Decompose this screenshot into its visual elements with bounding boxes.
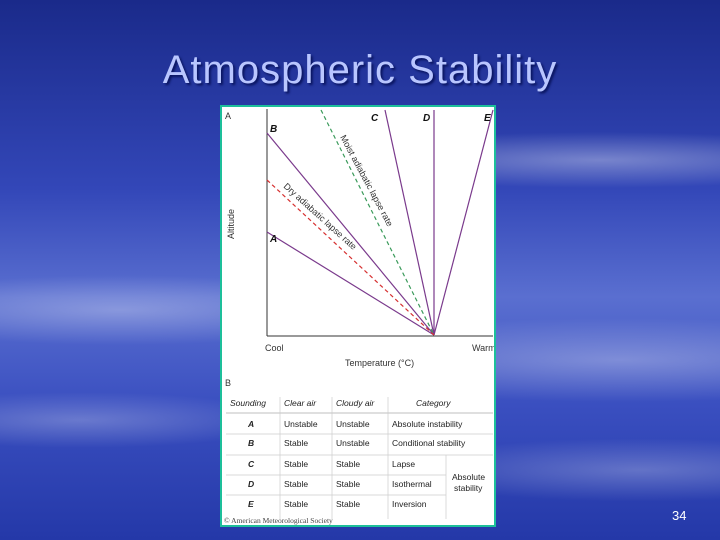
line-label-a: A bbox=[269, 234, 277, 245]
page-number: 34 bbox=[672, 508, 687, 523]
sounding-line-e bbox=[433, 109, 494, 336]
table-row-c-cloudy: Stable bbox=[336, 459, 360, 469]
table-row-e-cloudy: Stable bbox=[336, 499, 360, 509]
table-row-c-sounding: C bbox=[248, 459, 255, 469]
table-row-d-sounding: D bbox=[248, 479, 254, 489]
table-header-clear: Clear air bbox=[284, 398, 317, 408]
table-row-a-clear: Unstable bbox=[284, 419, 318, 429]
dry-adiabat-label: Dry adiabatic lapse rate bbox=[282, 181, 359, 252]
table-row-e-category: Inversion bbox=[392, 499, 427, 509]
stability-table: Sounding Clear air Cloudy air Category A… bbox=[226, 397, 493, 519]
line-label-d: D bbox=[423, 113, 430, 124]
dry-adiabat-line bbox=[266, 179, 435, 336]
x-axis-label: Temperature (°C) bbox=[345, 358, 414, 368]
line-label-e: E bbox=[484, 113, 491, 124]
table-row-d-category: Isothermal bbox=[392, 479, 432, 489]
table-row-e-clear: Stable bbox=[284, 499, 308, 509]
panel-a-label: A bbox=[225, 111, 231, 121]
table-row-c-clear: Stable bbox=[284, 459, 308, 469]
table-merged-category-line2: stability bbox=[454, 483, 483, 493]
x-axis-cool: Cool bbox=[265, 343, 284, 353]
line-label-c: C bbox=[371, 113, 379, 124]
copyright-credit: © American Meteorological Society bbox=[224, 516, 333, 525]
sounding-line-b bbox=[266, 132, 435, 336]
table-row-b-cloudy: Unstable bbox=[336, 438, 370, 448]
moist-adiabat-line bbox=[320, 109, 435, 336]
table-row-a-category: Absolute instability bbox=[392, 419, 463, 429]
stability-figure: A Altitude B A C D E Moist adiabatic lap… bbox=[220, 105, 496, 527]
sounding-line-c bbox=[384, 109, 435, 336]
table-row-b-clear: Stable bbox=[284, 438, 308, 448]
x-axis-warm: Warm bbox=[472, 343, 494, 353]
table-merged-category-line1: Absolute bbox=[452, 472, 485, 482]
slide-title: Atmospheric Stability bbox=[162, 48, 558, 92]
table-header-category: Category bbox=[416, 398, 451, 408]
table-row-a-sounding: A bbox=[247, 419, 254, 429]
table-row-b-category: Conditional stability bbox=[392, 438, 466, 448]
table-header-sounding: Sounding bbox=[230, 398, 266, 408]
table-row-d-cloudy: Stable bbox=[336, 479, 360, 489]
moist-adiabat-label: Moist adiabatic lapse rate bbox=[338, 133, 395, 228]
y-axis-label: Altitude bbox=[226, 209, 236, 239]
table-header-cloudy: Cloudy air bbox=[336, 398, 375, 408]
table-row-d-clear: Stable bbox=[284, 479, 308, 489]
sounding-line-a bbox=[266, 231, 435, 336]
table-row-b-sounding: B bbox=[248, 438, 254, 448]
table-row-c-category: Lapse bbox=[392, 459, 415, 469]
table-row-e-sounding: E bbox=[248, 499, 254, 509]
table-row-a-cloudy: Unstable bbox=[336, 419, 370, 429]
panel-b-label: B bbox=[225, 378, 231, 388]
line-label-b: B bbox=[270, 124, 277, 135]
